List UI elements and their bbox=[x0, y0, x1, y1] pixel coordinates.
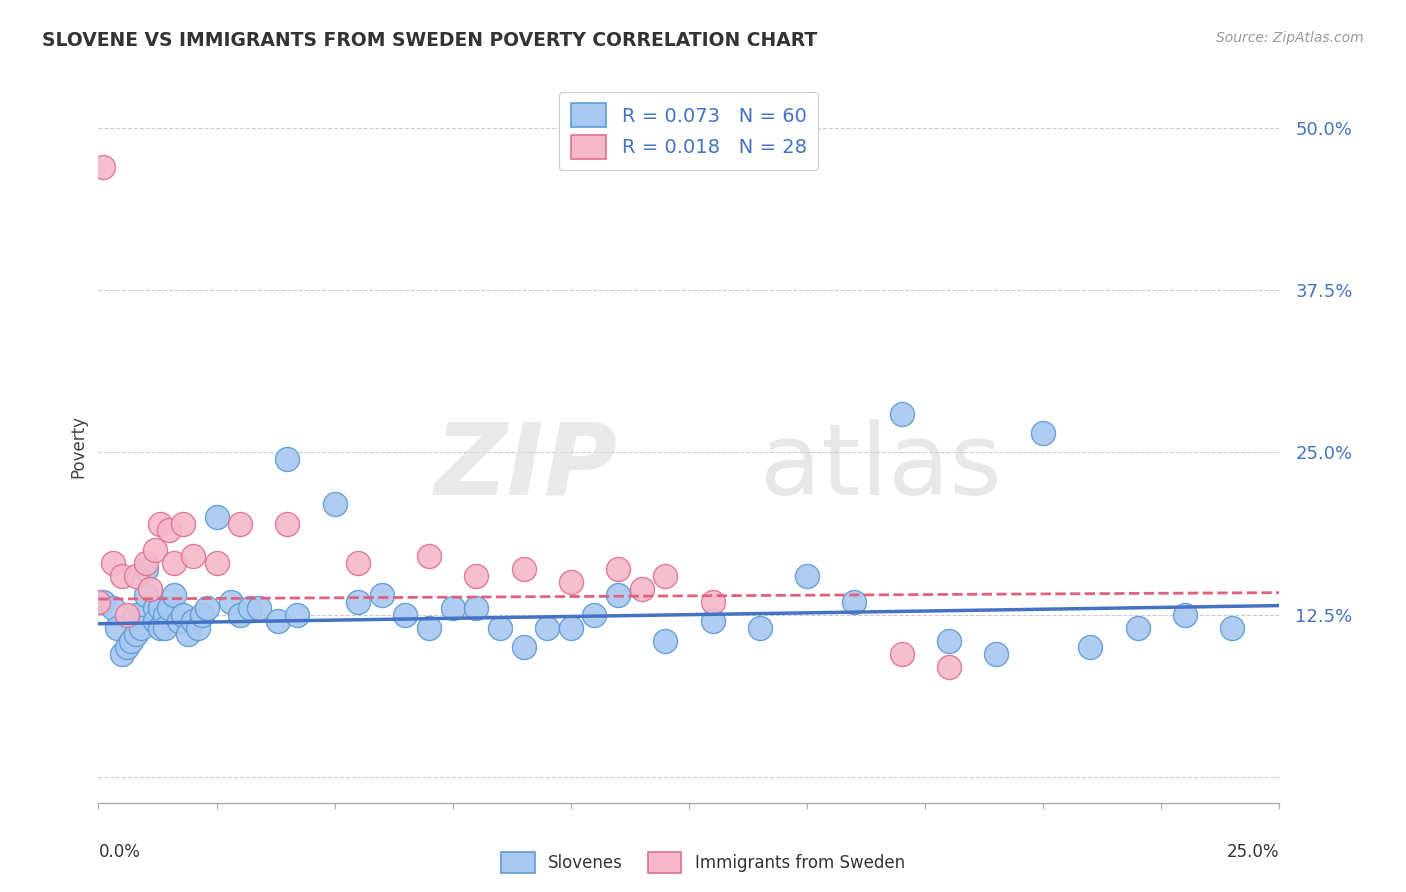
Point bbox=[654, 633, 676, 648]
Point bbox=[101, 556, 124, 570]
Point bbox=[115, 640, 138, 654]
Text: 0.0%: 0.0% bbox=[98, 843, 141, 861]
Point bbox=[465, 568, 488, 582]
Point bbox=[125, 607, 148, 622]
Point bbox=[172, 516, 194, 531]
Point bbox=[323, 497, 346, 511]
Point bbox=[418, 621, 440, 635]
Point bbox=[229, 607, 252, 622]
Point bbox=[105, 621, 128, 635]
Point bbox=[512, 562, 534, 576]
Point bbox=[371, 588, 394, 602]
Point bbox=[1220, 621, 1243, 635]
Legend: R = 0.073   N = 60, R = 0.018   N = 28: R = 0.073 N = 60, R = 0.018 N = 28 bbox=[560, 92, 818, 170]
Point bbox=[984, 647, 1007, 661]
Point bbox=[560, 575, 582, 590]
Point bbox=[418, 549, 440, 564]
Point bbox=[91, 595, 114, 609]
Text: ZIP: ZIP bbox=[434, 419, 619, 516]
Point bbox=[607, 588, 630, 602]
Point bbox=[149, 516, 172, 531]
Point bbox=[630, 582, 652, 596]
Point bbox=[181, 549, 204, 564]
Point bbox=[276, 452, 298, 467]
Point bbox=[111, 647, 134, 661]
Point bbox=[796, 568, 818, 582]
Text: atlas: atlas bbox=[759, 419, 1001, 516]
Point bbox=[135, 556, 157, 570]
Point bbox=[938, 659, 960, 673]
Point bbox=[583, 607, 606, 622]
Point bbox=[153, 621, 176, 635]
Point bbox=[229, 516, 252, 531]
Point bbox=[149, 601, 172, 615]
Point bbox=[890, 407, 912, 421]
Point bbox=[347, 595, 370, 609]
Point bbox=[157, 601, 180, 615]
Point bbox=[512, 640, 534, 654]
Point bbox=[149, 621, 172, 635]
Point bbox=[101, 601, 124, 615]
Point bbox=[91, 160, 114, 174]
Point bbox=[536, 621, 558, 635]
Point bbox=[125, 627, 148, 641]
Point bbox=[1032, 425, 1054, 440]
Point bbox=[143, 542, 166, 557]
Point bbox=[1126, 621, 1149, 635]
Point bbox=[87, 595, 110, 609]
Point bbox=[143, 601, 166, 615]
Point bbox=[163, 588, 186, 602]
Point bbox=[111, 568, 134, 582]
Point bbox=[153, 607, 176, 622]
Point bbox=[890, 647, 912, 661]
Point bbox=[187, 621, 209, 635]
Point bbox=[607, 562, 630, 576]
Point bbox=[181, 614, 204, 628]
Point bbox=[560, 621, 582, 635]
Point bbox=[139, 582, 162, 596]
Point bbox=[143, 614, 166, 628]
Text: SLOVENE VS IMMIGRANTS FROM SWEDEN POVERTY CORRELATION CHART: SLOVENE VS IMMIGRANTS FROM SWEDEN POVERT… bbox=[42, 31, 817, 50]
Point bbox=[702, 595, 724, 609]
Point bbox=[195, 601, 218, 615]
Point bbox=[441, 601, 464, 615]
Point bbox=[465, 601, 488, 615]
Y-axis label: Poverty: Poverty bbox=[69, 415, 87, 477]
Point bbox=[654, 568, 676, 582]
Point bbox=[219, 595, 242, 609]
Text: Source: ZipAtlas.com: Source: ZipAtlas.com bbox=[1216, 31, 1364, 45]
Point bbox=[125, 568, 148, 582]
Point bbox=[239, 601, 262, 615]
Point bbox=[938, 633, 960, 648]
Point bbox=[247, 601, 270, 615]
Point bbox=[163, 556, 186, 570]
Point bbox=[489, 621, 512, 635]
Legend: Slovenes, Immigrants from Sweden: Slovenes, Immigrants from Sweden bbox=[495, 846, 911, 880]
Point bbox=[205, 556, 228, 570]
Point bbox=[157, 524, 180, 538]
Point bbox=[191, 607, 214, 622]
Point bbox=[177, 627, 200, 641]
Text: 25.0%: 25.0% bbox=[1227, 843, 1279, 861]
Point bbox=[285, 607, 308, 622]
Point bbox=[172, 607, 194, 622]
Point bbox=[267, 614, 290, 628]
Point bbox=[347, 556, 370, 570]
Point bbox=[205, 510, 228, 524]
Point bbox=[135, 588, 157, 602]
Point bbox=[748, 621, 770, 635]
Point bbox=[135, 562, 157, 576]
Point bbox=[394, 607, 416, 622]
Point bbox=[1080, 640, 1102, 654]
Point bbox=[276, 516, 298, 531]
Point bbox=[844, 595, 866, 609]
Point bbox=[1174, 607, 1197, 622]
Point bbox=[167, 614, 190, 628]
Point bbox=[121, 633, 143, 648]
Point bbox=[115, 607, 138, 622]
Point bbox=[129, 621, 152, 635]
Point bbox=[702, 614, 724, 628]
